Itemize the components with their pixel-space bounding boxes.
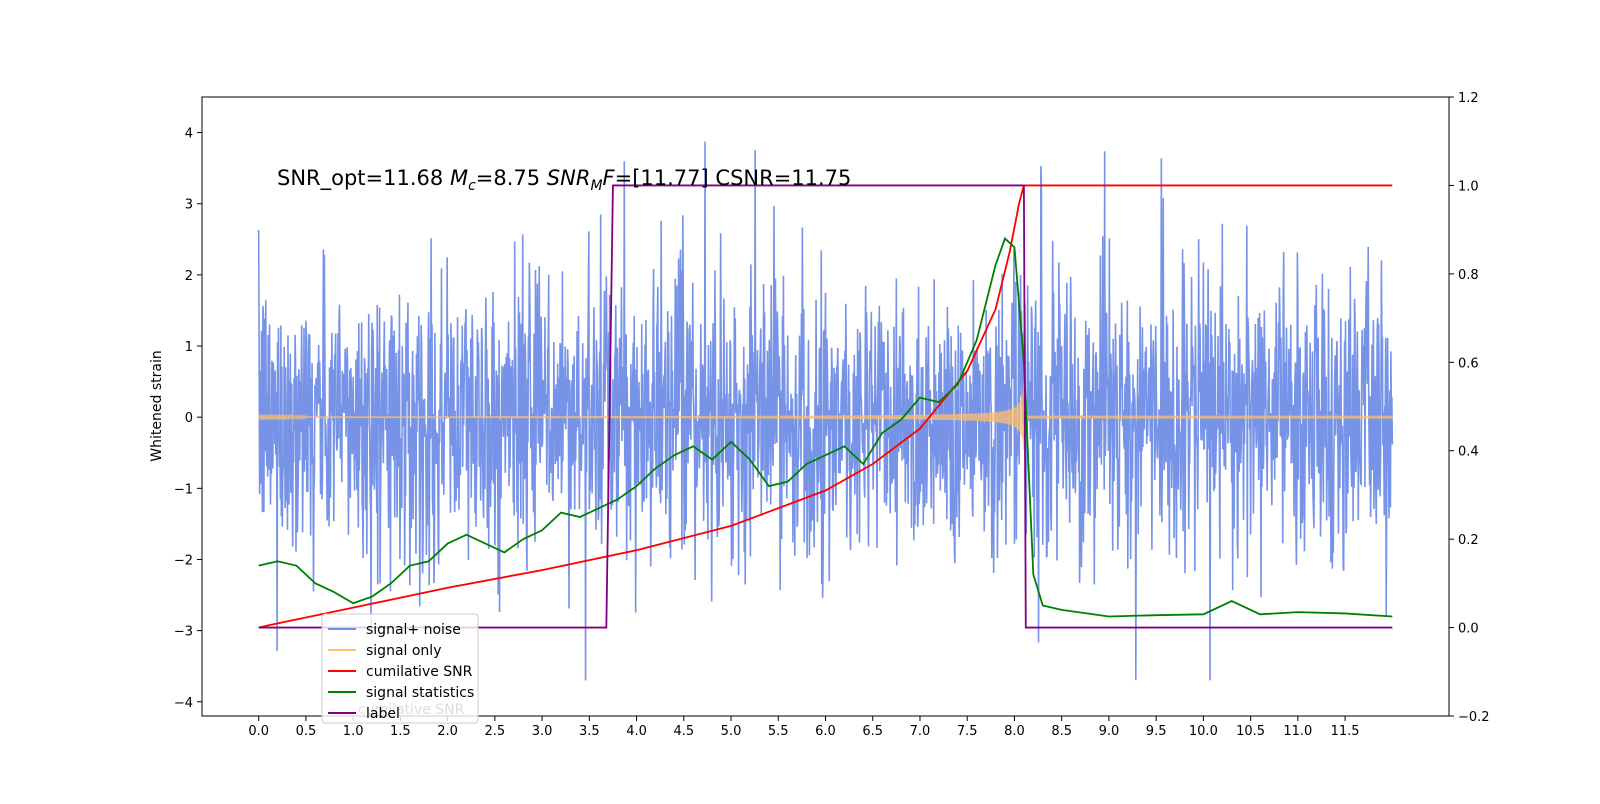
- legend-label-signal-noise: signal+ noise: [366, 622, 461, 638]
- legend-label-cumilative-snr: cumilative SNR: [366, 664, 473, 680]
- series-signal-statistics-line: [258, 236, 1393, 618]
- x-tick-label: 9.0: [1099, 724, 1120, 739]
- legend-label-label: label: [366, 706, 400, 722]
- y2-tick-label: 0.0: [1458, 622, 1479, 637]
- annotation-snr-symbol: SNR: [547, 166, 591, 190]
- x-tick-label: 5.0: [721, 724, 742, 739]
- y2-tick-label: −0.2: [1458, 710, 1490, 725]
- x-tick-label: 2.0: [437, 724, 458, 739]
- annotation-mc-subscript: c: [468, 178, 476, 194]
- x-tick-label: 2.5: [485, 724, 506, 739]
- y2-tick-label: 0.4: [1458, 445, 1479, 460]
- y2-tick-label: 0.2: [1458, 533, 1479, 548]
- legend-label-signal-only: signal only: [366, 643, 441, 659]
- x-tick-label: 11.5: [1331, 724, 1360, 739]
- x-tick-label: 9.5: [1146, 724, 1167, 739]
- x-tick-label: 0.5: [296, 724, 317, 739]
- y2-tick-label: 0.6: [1458, 356, 1479, 371]
- x-tick-label: 11.0: [1283, 724, 1312, 739]
- y-axis-label: Whitened strain: [149, 350, 165, 461]
- x-tick-label: 3.5: [579, 724, 600, 739]
- x-tick-label: 0.0: [248, 724, 269, 739]
- x-tick-label: 6.5: [862, 724, 883, 739]
- y-tick-label: 4: [185, 127, 193, 142]
- y-tick-label: 2: [185, 269, 193, 284]
- annotation-mc-symbol: M: [450, 166, 468, 190]
- legend-label-signal-statistics: signal statistics: [366, 685, 474, 701]
- y-tick-label: 0: [185, 411, 193, 426]
- legend-box: [321, 613, 479, 724]
- y2-tick-label: 1.2: [1458, 91, 1479, 106]
- x-tick-label: 6.0: [815, 724, 836, 739]
- x-tick-label: 3.0: [532, 724, 553, 739]
- x-tick-label: 5.5: [768, 724, 789, 739]
- annotation-mc-value: =8.75: [476, 166, 547, 190]
- snr-annotation: SNR_opt=11.68 Mc=8.75 SNRMF=[11.77] CSNR…: [277, 166, 851, 194]
- y2-tick-label: 0.8: [1458, 268, 1479, 283]
- x-tick-label: 7.5: [957, 724, 978, 739]
- y-tick-label: −1: [174, 482, 193, 497]
- x-tick-label: 8.5: [1051, 724, 1072, 739]
- x-tick-label: 1.0: [343, 724, 364, 739]
- legend-ghost-text: cumilative SNR: [358, 702, 465, 718]
- y-tick-label: −3: [174, 625, 193, 640]
- y-tick-label: 1: [185, 340, 193, 355]
- y-tick-label: 3: [185, 198, 193, 213]
- x-tick-label: 10.0: [1189, 724, 1218, 739]
- x-tick-label: 8.0: [1004, 724, 1025, 739]
- x-tick-label: 7.0: [910, 724, 931, 739]
- y-tick-label: −2: [174, 553, 193, 568]
- y-tick-label: −4: [174, 696, 193, 711]
- x-tick-label: 4.0: [626, 724, 647, 739]
- series-label-line: [258, 184, 1393, 629]
- x-tick-label: 4.5: [673, 724, 694, 739]
- annotation-snr-tail: F: [603, 166, 616, 190]
- annotation-snr-subscript: M: [590, 178, 602, 194]
- y2-tick-label: 1.0: [1458, 179, 1479, 194]
- series-signal-only-line: [258, 377, 1393, 450]
- x-tick-label: 10.5: [1236, 724, 1265, 739]
- annotation-snr-values: =[11.77] CSNR=11.75: [615, 166, 852, 190]
- annotation-snr-opt: SNR_opt=11.68: [277, 166, 450, 191]
- x-tick-label: 1.5: [390, 724, 411, 739]
- series-signal-noise-line: [257, 141, 1394, 681]
- series-cumilative-snr-line: [258, 184, 1393, 629]
